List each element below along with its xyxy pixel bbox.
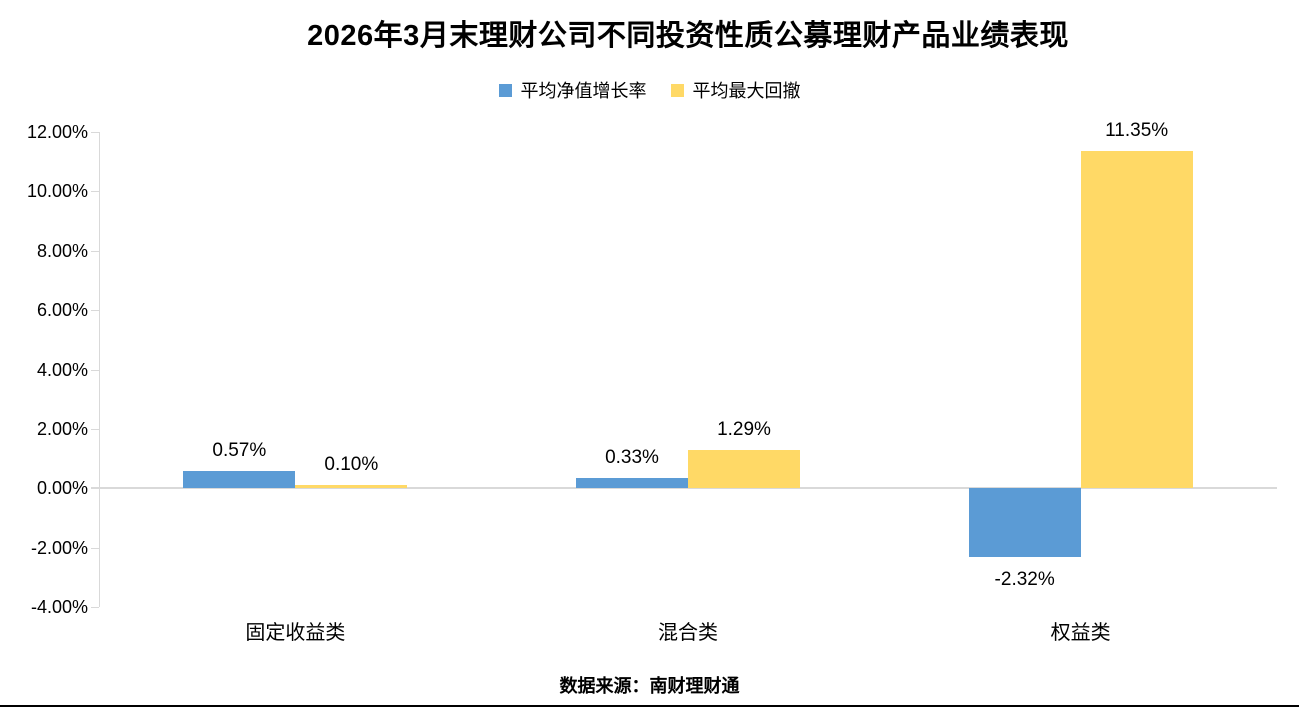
y-axis-tick-mark [91, 132, 99, 133]
y-axis-tick-label: -4.00% [30, 597, 88, 617]
data-label-s1-c3: -2.32% [994, 569, 1055, 591]
data-label-s2-c2: 1.29% [717, 418, 771, 440]
y-axis-line [99, 132, 100, 607]
y-axis-tick-label: 12.00% [26, 122, 88, 142]
legend-swatch-series2-icon [670, 83, 684, 97]
source-note: 数据来源：南财理财通 [559, 676, 740, 696]
y-axis-tick-label: 0.00% [36, 478, 88, 499]
legend-item-series1: 平均净值增长率 [498, 77, 647, 103]
y-axis-tick-label: 2.00% [36, 418, 88, 439]
y-axis-tick-mark [91, 310, 99, 312]
y-axis-tick-label: 4.00% [36, 359, 88, 380]
y-axis-tick-mark [91, 547, 99, 549]
data-label-s1-c2: 0.33% [605, 447, 659, 469]
y-axis-tick-mark [91, 191, 99, 193]
bar-s1-c2 [576, 478, 688, 489]
y-axis-tick-label: 8.00% [36, 240, 88, 261]
legend-label-series2: 平均最大回撤 [692, 81, 801, 101]
bar-s2-c1 [295, 485, 408, 489]
bar-s2-c3 [1080, 151, 1193, 489]
y-axis-tick-mark [91, 607, 99, 608]
y-axis-tick-label: 10.00% [26, 181, 88, 202]
category-label-c1: 固定收益类 [245, 622, 346, 644]
legend: 平均净值增长率 平均最大回撤 [0, 77, 1299, 103]
data-label-s2-c3: 11.35% [1105, 120, 1169, 142]
bottom-divider [0, 705, 1299, 707]
bar-s2-c2 [688, 449, 800, 489]
chart-title: 2026年3月末理财公司不同投资性质公募理财产品业绩表现 [307, 20, 1069, 52]
y-axis-tick-mark [91, 428, 99, 430]
zero-baseline [91, 487, 1277, 490]
data-label-s1-c1: 0.57% [212, 440, 267, 462]
bar-s1-c3 [968, 488, 1081, 558]
y-axis-tick-label: -2.00% [30, 537, 88, 558]
y-axis-tick-mark [91, 369, 99, 371]
y-axis-tick-mark [91, 250, 99, 252]
bar-s1-c1 [183, 471, 296, 489]
legend-swatch-series1-icon [498, 83, 512, 97]
legend-item-series2: 平均最大回撤 [670, 77, 801, 103]
y-axis-tick-label: 6.00% [36, 300, 88, 321]
category-label-c3: 权益类 [1050, 622, 1111, 644]
category-label-c2: 混合类 [658, 622, 718, 644]
data-label-s2-c1: 0.10% [324, 454, 379, 476]
legend-label-series1: 平均净值增长率 [520, 81, 647, 101]
